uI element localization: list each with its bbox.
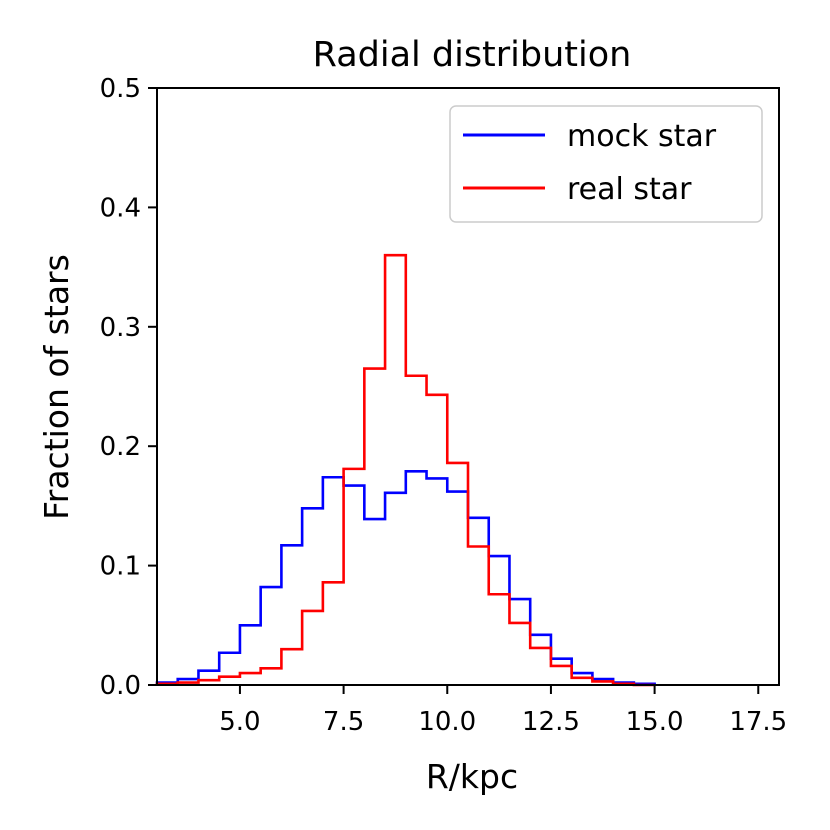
legend-label-real-star: real star: [567, 172, 692, 207]
chart-title: Radial distribution: [313, 35, 632, 75]
y-axis-label: Fraction of stars: [37, 254, 76, 520]
legend-label-mock-star: mock star: [567, 119, 717, 154]
y-tick-label: 0.3: [100, 313, 141, 343]
x-tick-label: 10.0: [418, 707, 476, 737]
x-tick-label: 15.0: [626, 707, 684, 737]
y-tick-label: 0.4: [100, 193, 141, 223]
x-axis-label: R/kpc: [426, 757, 518, 796]
x-tick-label: 7.5: [323, 707, 364, 737]
x-tick-label: 17.5: [729, 707, 787, 737]
series-layer: [155, 253, 656, 687]
series-real-star-step-line: [155, 253, 655, 687]
legend: mock star real star: [449, 105, 763, 223]
plot-frame: [156, 87, 780, 686]
axes-layer: 5.0 7.5 10.0 12.5 15.0 17.5 0.0 0.1 0.2 0.3 0.4 0.5: [100, 74, 788, 737]
y-tick-label: 0.0: [100, 671, 141, 701]
y-tick-label: 0.5: [100, 74, 141, 104]
x-tick-label: 12.5: [522, 707, 580, 737]
y-tick-label: 0.1: [100, 552, 141, 582]
series-mock-star-step-line: [155, 469, 656, 686]
x-tick-label: 5.0: [219, 707, 260, 737]
y-tick-label: 0.2: [100, 432, 141, 462]
